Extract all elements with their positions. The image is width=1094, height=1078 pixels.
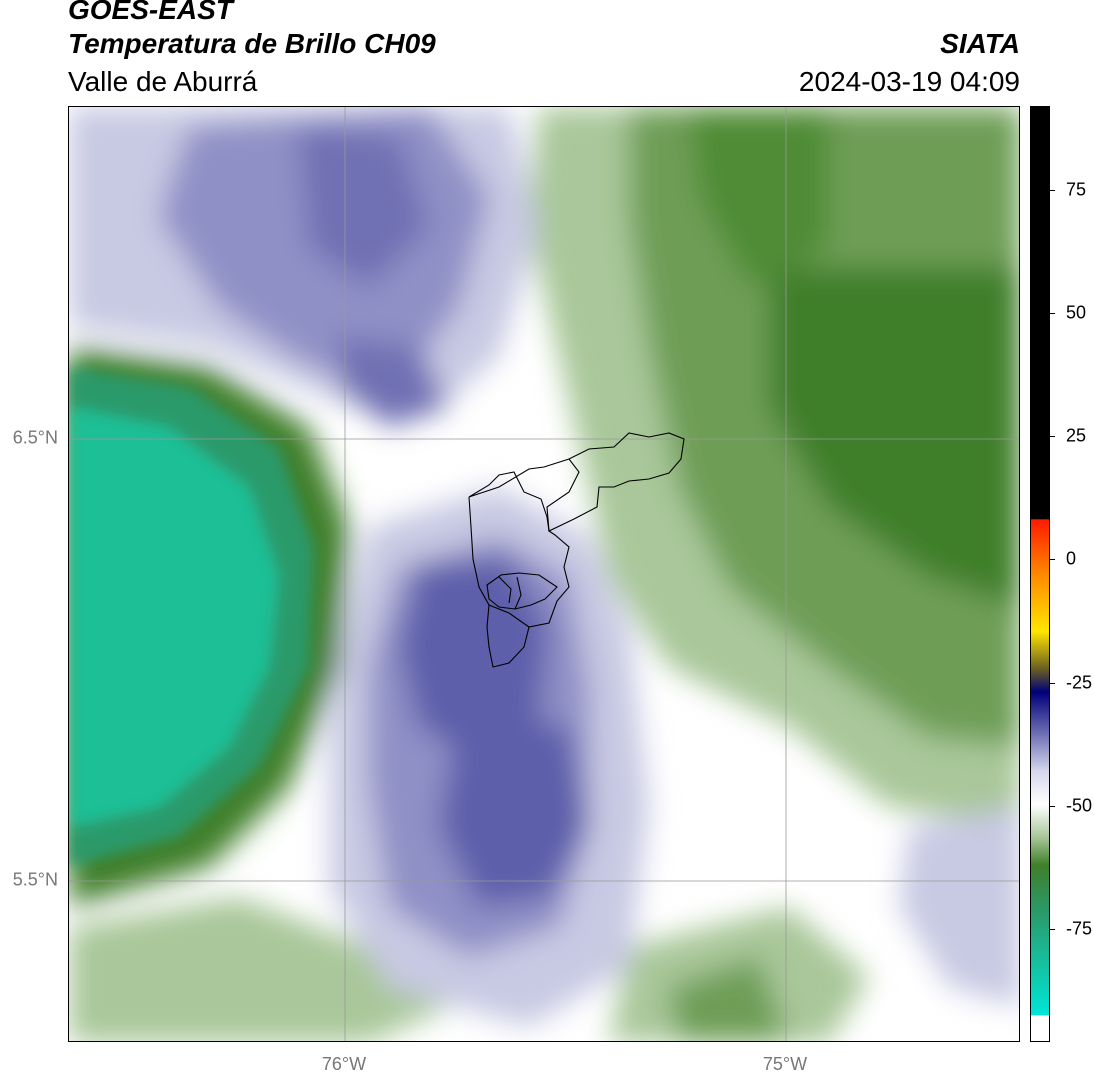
colorbar-tick-label: 25 — [1066, 425, 1087, 446]
product-title: Temperatura de Brillo CH09 — [68, 28, 436, 59]
lon-label-75w: 75°W — [762, 1054, 808, 1074]
colorbar-tick-label: 0 — [1066, 548, 1077, 569]
colorbar-tick-label: -50 — [1066, 795, 1093, 816]
colorbar-tick-mark — [1050, 806, 1055, 807]
lat-label-6-5n: 6.5°N — [12, 427, 58, 448]
agency-label: SIATA — [940, 28, 1020, 59]
region-label: Valle de Aburrá — [68, 66, 258, 97]
brightness-temperature-map[interactable] — [68, 106, 1020, 1042]
colorbar-tick-label: -25 — [1066, 672, 1093, 693]
boundary-girardota — [546, 458, 580, 532]
boundary-itagui — [498, 576, 522, 610]
lon-label-76w: 76°W — [321, 1054, 367, 1074]
colorbar-tick-mark — [1050, 313, 1055, 314]
datetime-label: 2024-03-19 04:09 — [798, 66, 1020, 97]
colorbar-tick-mark — [1050, 436, 1055, 437]
lat-label-5-5n: 5.5°N — [12, 869, 58, 890]
boundary-medellin — [486, 572, 558, 610]
boundary-bello — [468, 496, 570, 628]
colorbar-tick-label: 50 — [1066, 302, 1087, 323]
colorbar-tick-label: 75 — [1066, 179, 1087, 200]
colorbar — [1030, 106, 1050, 1042]
colorbar-tick-label: -75 — [1066, 918, 1093, 939]
boundary-barbosa — [468, 432, 685, 532]
colorbar-tick-mark — [1050, 929, 1055, 930]
satellite-title: GOES-EAST — [68, 0, 233, 25]
colorbar-tick-mark — [1050, 559, 1055, 560]
boundary-caldas — [486, 604, 530, 668]
colorbar-tick-mark — [1050, 683, 1055, 684]
map-canvas — [69, 107, 1019, 1041]
municipality-boundaries — [468, 432, 685, 668]
colorbar-tick-mark — [1050, 190, 1055, 191]
